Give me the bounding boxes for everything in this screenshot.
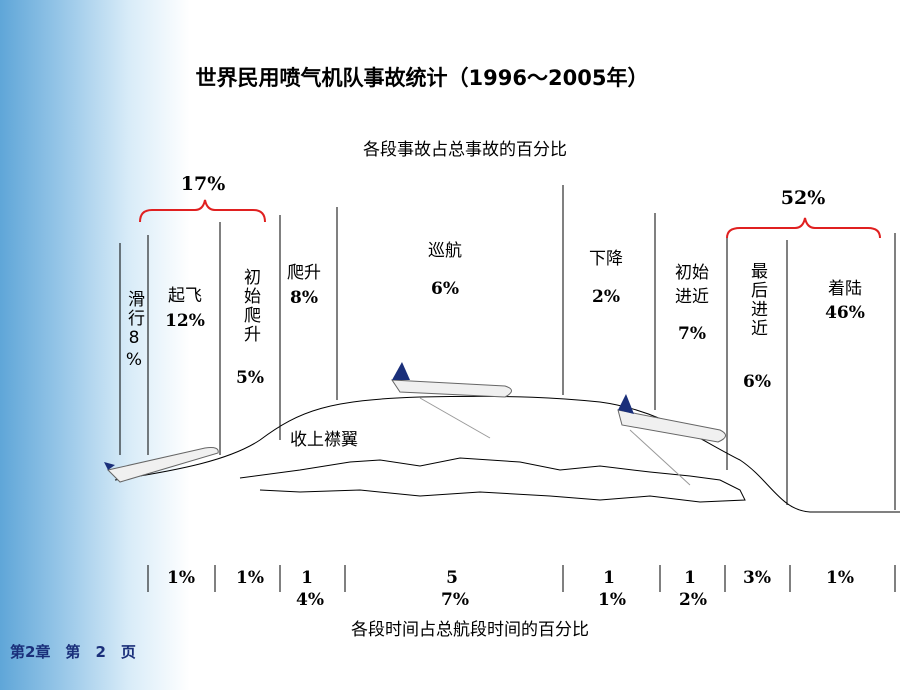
- phase-name: 滑行8%: [124, 290, 144, 372]
- bracket: [139, 199, 266, 223]
- bracket: [726, 217, 881, 239]
- time-share: 11%: [598, 568, 626, 610]
- time-dividers: [147, 565, 896, 592]
- group-label: 17%: [180, 173, 226, 195]
- footer: 第2章 第 2 页: [10, 643, 136, 661]
- group-label: 52%: [780, 187, 826, 209]
- phase-name: 着陆: [828, 279, 862, 299]
- phase-dividers: [119, 185, 896, 510]
- phase-name: 爬升: [287, 263, 321, 283]
- caption: 各段时间占总航段时间的百分比: [351, 620, 589, 640]
- time-share: 1%: [167, 568, 195, 588]
- title: 世界民用喷气机队事故统计（1996～2005年）: [195, 66, 649, 90]
- time-share: 57%: [441, 568, 469, 610]
- time-share: 14%: [296, 568, 324, 610]
- annotation: 收上襟翼: [290, 430, 358, 450]
- phase-name: 巡航: [428, 241, 462, 261]
- time-share: 1%: [826, 568, 854, 588]
- phase-name: 起飞: [168, 286, 202, 306]
- phase-accident: 5%: [236, 368, 264, 388]
- phase-accident: 8%: [290, 288, 318, 308]
- time-share: 3%: [743, 568, 771, 588]
- time-share: 12%: [679, 568, 707, 610]
- phase-name: 初始爬升: [240, 268, 260, 344]
- phase-accident: 7%: [678, 324, 706, 344]
- phase-name: 初始进近: [675, 263, 709, 307]
- phase-name: 最后进近: [747, 262, 767, 338]
- terrain: [239, 457, 746, 503]
- phase-accident: 6%: [743, 372, 771, 392]
- airplane: [104, 362, 726, 486]
- flight-path: [114, 395, 900, 513]
- time-share: 1%: [236, 568, 264, 588]
- caption: 各段事故占总事故的百分比: [363, 140, 567, 160]
- phase-accident: 6%: [431, 279, 459, 299]
- phase-accident: 12%: [165, 311, 205, 331]
- phase-accident: 46%: [825, 303, 865, 323]
- phase-accident: 2%: [592, 287, 620, 307]
- phase-name: 下降: [589, 249, 623, 269]
